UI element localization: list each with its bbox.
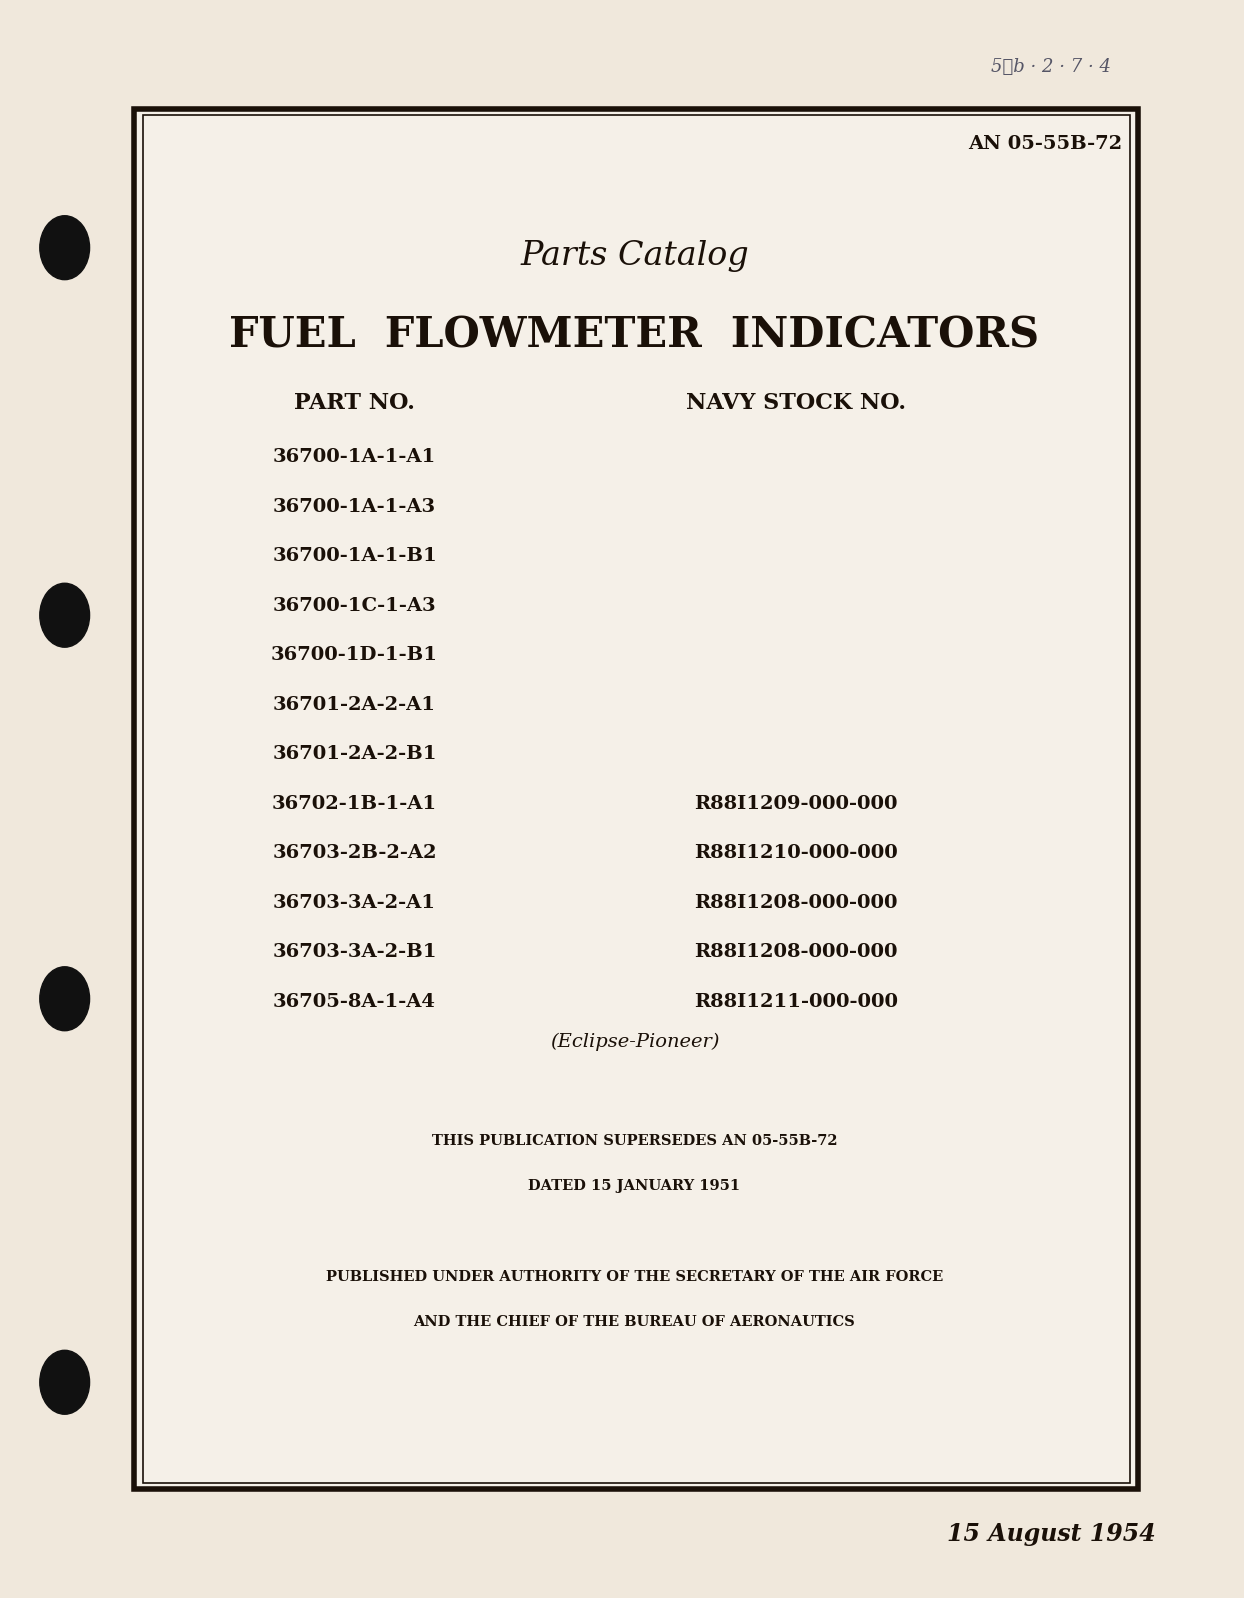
Circle shape	[40, 216, 90, 280]
Text: PUBLISHED UNDER AUTHORITY OF THE SECRETARY OF THE AIR FORCE: PUBLISHED UNDER AUTHORITY OF THE SECRETA…	[326, 1270, 943, 1283]
Text: R88I1208-000-000: R88I1208-000-000	[694, 893, 898, 912]
Circle shape	[40, 1350, 90, 1414]
Text: AN 05-55B-72: AN 05-55B-72	[968, 134, 1122, 153]
Text: 36700-1D-1-B1: 36700-1D-1-B1	[271, 646, 438, 665]
Text: R88I1211-000-000: R88I1211-000-000	[694, 992, 898, 1012]
Text: 36700-1A-1-B1: 36700-1A-1-B1	[272, 547, 437, 566]
Text: 15 August 1954: 15 August 1954	[947, 1521, 1156, 1547]
Text: FUEL  FLOWMETER  INDICATORS: FUEL FLOWMETER INDICATORS	[229, 315, 1040, 356]
Text: DATED 15 JANUARY 1951: DATED 15 JANUARY 1951	[529, 1179, 740, 1192]
Text: 36700-1C-1-A3: 36700-1C-1-A3	[272, 596, 437, 615]
Text: NAVY STOCK NO.: NAVY STOCK NO.	[687, 392, 906, 414]
Text: 5ℓb · 2 · 7 · 4: 5ℓb · 2 · 7 · 4	[991, 58, 1111, 77]
Text: PART NO.: PART NO.	[294, 392, 415, 414]
Text: R88I1209-000-000: R88I1209-000-000	[694, 794, 898, 813]
Circle shape	[40, 583, 90, 647]
Text: THIS PUBLICATION SUPERSEDES AN 05-55B-72: THIS PUBLICATION SUPERSEDES AN 05-55B-72	[432, 1135, 837, 1147]
Text: 36700-1A-1-A1: 36700-1A-1-A1	[272, 447, 437, 467]
Bar	[143, 115, 1130, 1483]
Text: 36701-2A-2-B1: 36701-2A-2-B1	[272, 745, 437, 764]
Text: R88I1210-000-000: R88I1210-000-000	[694, 844, 898, 863]
Text: 36703-3A-2-A1: 36703-3A-2-A1	[272, 893, 437, 912]
Text: 36703-2B-2-A2: 36703-2B-2-A2	[272, 844, 437, 863]
Text: R88I1208-000-000: R88I1208-000-000	[694, 943, 898, 962]
Bar	[134, 109, 1138, 1489]
Text: Parts Catalog: Parts Catalog	[520, 240, 749, 272]
Text: 36700-1A-1-A3: 36700-1A-1-A3	[272, 497, 437, 516]
Circle shape	[40, 967, 90, 1031]
Text: 36701-2A-2-A1: 36701-2A-2-A1	[272, 695, 437, 714]
Text: 36702-1B-1-A1: 36702-1B-1-A1	[272, 794, 437, 813]
Text: 36705-8A-1-A4: 36705-8A-1-A4	[274, 992, 435, 1012]
Text: (Eclipse-Pioneer): (Eclipse-Pioneer)	[550, 1032, 719, 1051]
Text: 36703-3A-2-B1: 36703-3A-2-B1	[272, 943, 437, 962]
Text: AND THE CHIEF OF THE BUREAU OF AERONAUTICS: AND THE CHIEF OF THE BUREAU OF AERONAUTI…	[413, 1315, 856, 1328]
